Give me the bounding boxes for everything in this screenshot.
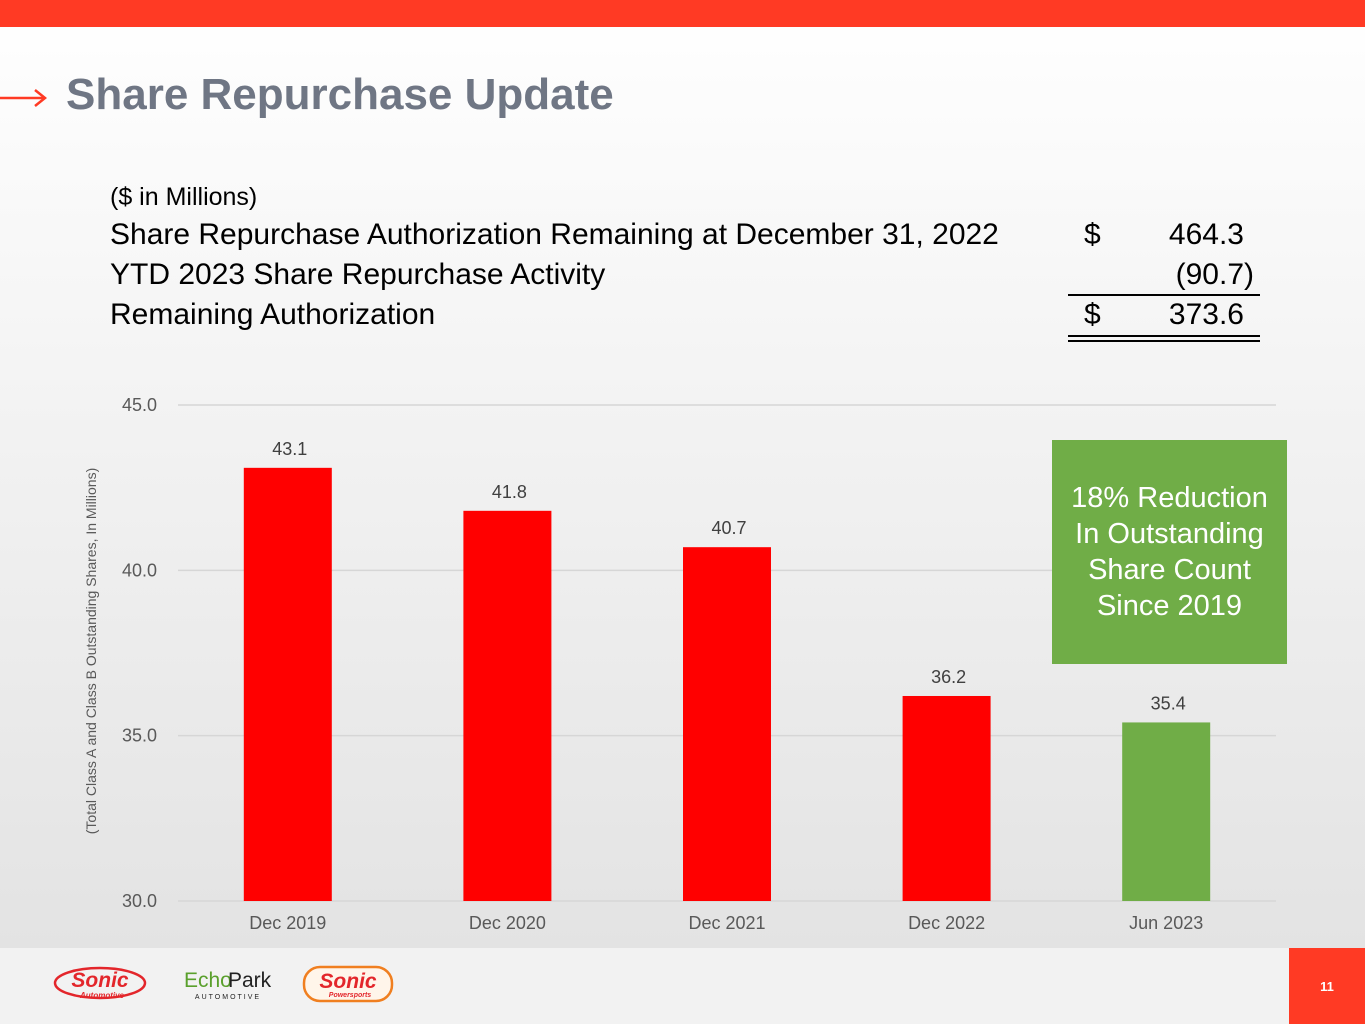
sonic-logo-subtitle: Automotive bbox=[79, 991, 125, 1000]
page-number: 11 bbox=[1289, 948, 1365, 1024]
echopark-logo-subtitle: AUTOMOTIVE bbox=[195, 994, 261, 1001]
x-category-label: Dec 2022 bbox=[908, 913, 985, 933]
y-axis-title: (Total Class A and Class B Outstanding S… bbox=[83, 468, 99, 835]
subtotal-underline bbox=[1068, 294, 1260, 296]
y-tick-label: 45.0 bbox=[122, 395, 157, 415]
x-category-label: Dec 2021 bbox=[688, 913, 765, 933]
footer-bar bbox=[0, 948, 1365, 1024]
page-title: Share Repurchase Update bbox=[66, 70, 614, 119]
y-tick-label: 40.0 bbox=[122, 560, 157, 580]
table-row-currency: $ bbox=[1084, 298, 1101, 331]
y-tick-label: 30.0 bbox=[122, 891, 157, 911]
bar-value-label: 40.7 bbox=[711, 518, 746, 538]
bar-value-label: 43.1 bbox=[272, 439, 307, 459]
bar-value-label: 41.8 bbox=[492, 482, 527, 502]
reduction-callout-box: 18% Reduction In Outstanding Share Count… bbox=[1052, 440, 1287, 664]
table-row-label: YTD 2023 Share Repurchase Activity bbox=[110, 258, 606, 291]
top-accent-bar bbox=[0, 0, 1365, 27]
title-arrow-icon bbox=[0, 89, 48, 107]
x-category-label: Jun 2023 bbox=[1129, 913, 1203, 933]
bar bbox=[1122, 722, 1211, 901]
table-row-amount: 464.3 bbox=[1168, 218, 1244, 251]
callout-line: Share Count bbox=[1088, 554, 1251, 586]
table-units-note: ($ in Millions) bbox=[110, 183, 258, 211]
table-row-currency: $ bbox=[1084, 218, 1101, 251]
powersports-logo-subtitle: Powersports bbox=[329, 992, 372, 999]
callout-line: 18% Reduction bbox=[1071, 482, 1268, 514]
echopark-logo-echo: Echo bbox=[184, 969, 232, 992]
sonic-logo-wordmark: Sonic bbox=[71, 969, 128, 992]
bar-value-label: 35.4 bbox=[1151, 693, 1186, 713]
echopark-logo-park: Park bbox=[228, 969, 272, 992]
callout-line: Since 2019 bbox=[1096, 590, 1243, 622]
total-double-underline-top bbox=[1068, 335, 1260, 337]
sonic-automotive-logo: Sonic Automotive bbox=[53, 966, 147, 1000]
sonic-powersports-logo: Sonic Powersports bbox=[302, 965, 394, 1003]
table-row-label: Remaining Authorization bbox=[110, 298, 436, 331]
powersports-logo-wordmark: Sonic bbox=[319, 970, 376, 993]
total-double-underline-bottom bbox=[1068, 340, 1260, 342]
bar-value-label: 36.2 bbox=[931, 667, 966, 687]
x-category-label: Dec 2020 bbox=[469, 913, 546, 933]
y-tick-label: 35.0 bbox=[122, 726, 157, 746]
table-row-amount: 373.6 bbox=[1168, 298, 1244, 331]
echopark-logo: Echo Park AUTOMOTIVE bbox=[184, 969, 272, 1001]
bar bbox=[683, 547, 771, 901]
bar bbox=[243, 467, 332, 901]
table-row-amount: (90.7) bbox=[1175, 258, 1254, 291]
shares-outstanding-bar-chart: 30.0 35.0 40.0 45.0 (Total Class A and Class… bbox=[83, 395, 1276, 933]
bar bbox=[463, 510, 552, 901]
table-row-label: Share Repurchase Authorization Remaining… bbox=[110, 218, 999, 251]
callout-line: In Outstanding bbox=[1075, 518, 1264, 550]
bar bbox=[902, 695, 991, 901]
x-category-label: Dec 2019 bbox=[249, 913, 326, 933]
